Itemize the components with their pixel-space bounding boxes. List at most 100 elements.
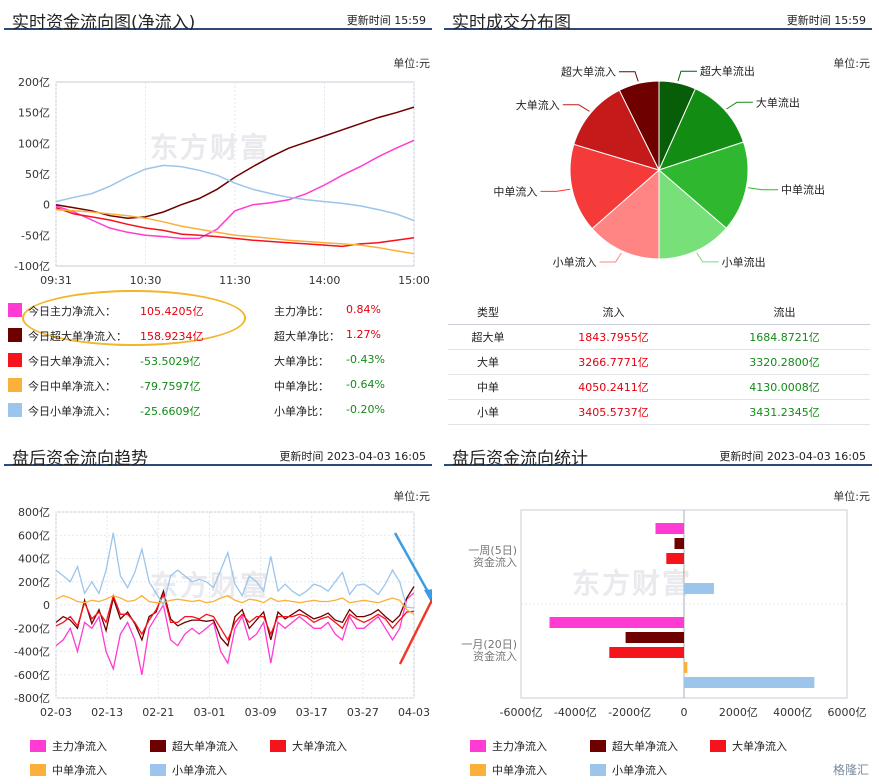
x-tick-label: -4000亿 (554, 706, 597, 719)
pie-slice (618, 80, 660, 171)
legend-swatch (30, 740, 46, 752)
legend-label: 主力净流入 (492, 740, 547, 753)
legend-item[interactable]: 主力净流入 (470, 738, 547, 754)
ratio-label: 小单净比： (274, 405, 329, 418)
highlight-ellipse (22, 290, 246, 346)
series-line (55, 139, 415, 240)
y-tick-label: 50亿 (25, 168, 50, 181)
stat-value: 105.4205亿 (140, 305, 204, 318)
slice-label: 大单流入 (516, 98, 560, 112)
x-tick-label: 03-27 (347, 706, 379, 719)
legend-item[interactable]: 超大单净流入 (590, 738, 678, 754)
x-tick-label: 11:30 (219, 274, 251, 287)
legend-label: 超大单净流入 (612, 740, 678, 753)
arrow-head (424, 589, 432, 604)
slice-label: 超大单流入 (561, 65, 616, 79)
row-inflow: 1843.7955亿 (528, 324, 699, 350)
x-tick-label: 15:00 (398, 274, 430, 287)
unit-label: 单位:元 (833, 57, 870, 70)
unit-label: 单位:元 (393, 57, 430, 70)
row-outflow: 1684.8721亿 (699, 324, 870, 350)
stat-value: -53.5029亿 (140, 355, 201, 368)
slice-leader-line (599, 252, 622, 263)
x-tick-label: 04-03 (398, 706, 430, 719)
legend-swatch (30, 764, 46, 776)
slice-leader-line (562, 104, 590, 112)
ratio-label: 大单净比： (274, 355, 329, 368)
legend-swatch (150, 764, 166, 776)
row-type: 大单 (448, 349, 529, 375)
y-tick-label: -800亿 (14, 692, 50, 705)
y-tick-label: -600亿 (14, 669, 50, 682)
legend-label: 大单净流入 (292, 740, 347, 753)
series-line (55, 592, 415, 675)
x-tick-label: 09:31 (40, 274, 72, 287)
legend-item[interactable]: 中单净流入 (470, 762, 547, 778)
bar (549, 617, 684, 628)
y-tick-label: -100亿 (14, 260, 50, 273)
slice-label: 小单流入 (553, 255, 597, 269)
legend-label: 主力净流入 (52, 740, 107, 753)
panel-title: 盘后资金流向统计 (452, 449, 588, 469)
update-time: 更新时间 2023-04-03 16:05 (719, 450, 866, 463)
table-row: 中单 4050.2411亿 4130.0008亿 (448, 374, 870, 400)
row-outflow: 3431.2345亿 (699, 399, 870, 425)
legend-item[interactable]: 中单净流入 (30, 762, 107, 778)
x-tick-label: -2000亿 (608, 706, 651, 719)
x-tick-label: 4000亿 (773, 706, 812, 719)
bar (666, 553, 684, 564)
bar (655, 523, 684, 534)
y-tick-label: 600亿 (18, 529, 50, 542)
slice-label: 中单流出 (781, 183, 825, 197)
y-tick-label: 150亿 (18, 107, 50, 120)
row-type: 小单 (448, 399, 529, 425)
slice-leader-line (748, 187, 778, 191)
legend-label: 小单净流入 (612, 764, 667, 777)
bar (684, 662, 688, 673)
category-label: 资金流入 (473, 649, 517, 663)
legend-swatch (8, 328, 22, 342)
pie-slice (569, 143, 661, 230)
y-tick-label: -200亿 (14, 622, 50, 635)
y-tick-label: -50亿 (21, 229, 50, 242)
after-trend-panel: 盘后资金流向趋势 更新时间 2023-04-03 16:05 单位:元 东方财富… (0, 436, 432, 784)
bar (674, 538, 684, 549)
stat-label: 今日超大单净流入： (28, 330, 127, 343)
legend-item[interactable]: 主力净流入 (30, 738, 107, 754)
legend-item[interactable]: 超大单净流入 (150, 738, 238, 754)
pie-slice (658, 141, 749, 229)
y-tick-label: -400亿 (14, 646, 50, 659)
series-line (55, 208, 415, 255)
x-tick-label: 0 (681, 706, 688, 719)
stat-value: -25.6609亿 (140, 405, 201, 418)
ratio-value: -0.64% (346, 378, 385, 391)
legend-label: 大单净流入 (732, 740, 787, 753)
legend-item[interactable]: 大单净流入 (270, 738, 347, 754)
x-tick-label: 2000亿 (719, 706, 758, 719)
legend-item[interactable]: 小单净流入 (150, 762, 227, 778)
slice-leader-line (726, 101, 753, 110)
unit-label: 单位:元 (833, 490, 870, 503)
legend-swatch (590, 764, 606, 776)
category-label: 一月(20日) (461, 638, 517, 651)
legend-swatch (8, 353, 22, 367)
row-type: 超大单 (448, 324, 529, 350)
deal-table-header: 类型 流入 流出 (448, 300, 870, 325)
stat-label: 今日中单净流入： (28, 380, 116, 393)
realtime-flow-header: 实时资金流向图(净流入) 更新时间 15:59 (4, 0, 432, 33)
legend-swatch (8, 378, 22, 392)
x-tick-label: 02-13 (91, 706, 123, 719)
series-line (55, 532, 415, 609)
y-tick-label: 200亿 (18, 76, 50, 89)
bar (625, 632, 684, 643)
legend-item[interactable]: 小单净流入 (590, 762, 667, 778)
ratio-label: 主力净比： (274, 305, 329, 318)
bar (609, 647, 684, 658)
legend-item[interactable]: 大单净流入 (710, 738, 787, 754)
ratio-label: 超大单净比： (274, 330, 340, 343)
bar (683, 568, 685, 579)
after-stats-panel: 盘后资金流向统计 更新时间 2023-04-03 16:05 单位:元 东方财富… (444, 436, 872, 784)
update-time: 更新时间 15:59 (786, 14, 866, 27)
